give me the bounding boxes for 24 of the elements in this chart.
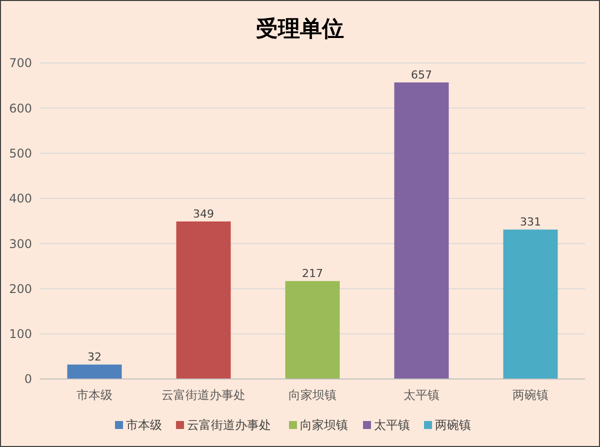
y-tick-label: 0	[24, 372, 32, 386]
y-tick-label: 600	[9, 101, 32, 116]
data-label: 331	[520, 216, 541, 229]
legend-label: 两碗镇	[435, 418, 471, 432]
y-tick-label: 200	[9, 282, 32, 296]
y-tick-label: 700	[9, 56, 32, 70]
y-tick-label: 400	[9, 192, 32, 206]
legend-label: 太平镇	[374, 418, 410, 432]
data-label: 32	[88, 350, 102, 364]
x-tick-label: 两碗镇	[512, 388, 548, 402]
legend-label: 市本级	[126, 418, 162, 432]
x-tick-label: 向家坝镇	[288, 388, 336, 402]
y-tick-label: 100	[9, 327, 32, 342]
y-tick-label: 300	[9, 236, 32, 251]
legend-label: 向家坝镇	[300, 418, 348, 432]
data-label: 217	[302, 267, 323, 280]
x-tick-label: 太平镇	[404, 388, 440, 402]
legend-label: 云富街道办事处	[187, 418, 271, 432]
x-tick-label: 市本级	[76, 388, 112, 402]
chart-title: 受理单位	[256, 17, 344, 42]
data-label: 657	[411, 68, 432, 82]
x-tick-label: 云富街道办事处	[162, 388, 246, 402]
data-label: 349	[193, 207, 214, 220]
y-tick-label: 500	[9, 146, 32, 160]
